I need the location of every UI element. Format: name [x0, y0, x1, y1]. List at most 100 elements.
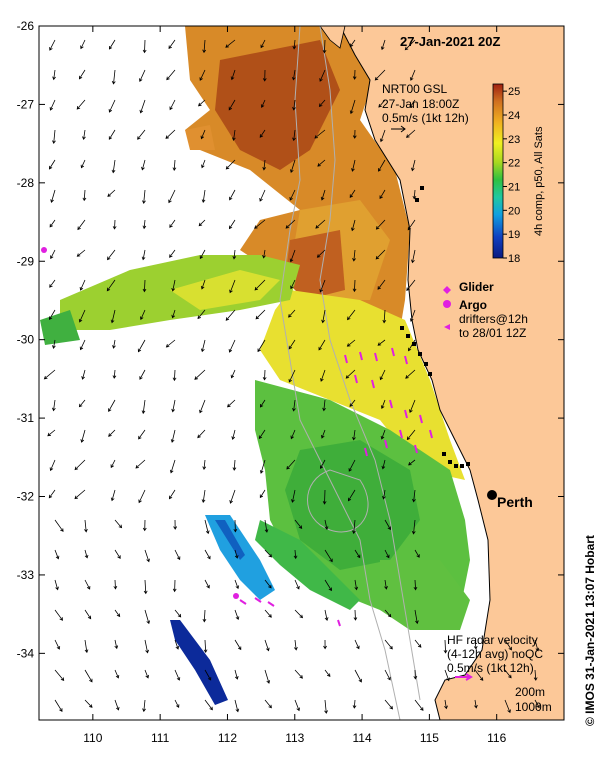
velocity-arrow-icon [406, 429, 416, 441]
velocity-arrow-icon [203, 639, 208, 653]
velocity-arrow-icon [142, 279, 147, 293]
colorbar-tick-label: 19 [508, 229, 520, 241]
gsl-legend-line3: 0.5m/s (1kt 12h) [382, 111, 469, 125]
velocity-arrow-icon [141, 159, 146, 171]
velocity-arrow-icon [232, 129, 236, 141]
velocity-arrow-icon [324, 549, 333, 563]
velocity-arrow-icon [289, 249, 296, 263]
velocity-arrow-icon [139, 369, 146, 380]
velocity-arrow-icon [288, 309, 296, 318]
velocity-arrow-icon [171, 309, 176, 319]
velocity-arrow-icon [228, 339, 236, 353]
velocity-arrow-icon [375, 249, 386, 260]
velocity-arrow-icon [144, 549, 150, 563]
velocity-arrow-icon [349, 189, 356, 198]
velocity-arrow-icon [114, 549, 121, 559]
velocity-arrow-icon [106, 279, 116, 292]
velocity-arrow-icon [258, 429, 266, 440]
velocity-arrow-icon [137, 339, 146, 353]
velocity-arrow-icon [76, 99, 86, 110]
velocity-arrow-icon [142, 519, 147, 532]
velocity-arrow-icon [81, 369, 86, 380]
velocity-arrow-icon [384, 579, 388, 590]
velocity-arrow-icon [197, 309, 206, 320]
lon-tick-label: 110 [83, 731, 102, 745]
velocity-arrow-icon [352, 69, 357, 80]
velocity-arrow-icon [349, 399, 356, 408]
velocity-arrow-icon [374, 69, 386, 81]
velocity-arrow-icon [254, 279, 266, 291]
velocity-arrow-icon [409, 69, 416, 81]
velocity-arrow-icon [379, 189, 386, 200]
velocity-arrow-icon [202, 459, 207, 470]
velocity-arrow-icon [412, 489, 416, 503]
velocity-arrow-icon [322, 399, 326, 412]
velocity-arrow-icon [54, 669, 65, 681]
velocity-arrow-icon [202, 39, 207, 54]
velocity-arrow-icon [135, 459, 146, 469]
velocity-arrow-icon [82, 129, 86, 140]
velocity-arrow-icon [324, 519, 329, 531]
velocity-arrow-icon [292, 129, 296, 142]
velocity-arrow-icon [78, 69, 86, 80]
velocity-arrow-icon [375, 219, 386, 230]
velocity-arrow-icon [444, 699, 448, 710]
velocity-arrow-icon [259, 129, 266, 138]
velocity-arrow-icon [285, 219, 296, 229]
velocity-arrow-icon [172, 159, 177, 171]
velocity-arrow-icon [406, 279, 416, 292]
velocity-arrow-icon [233, 519, 238, 533]
gsl-legend: NRT00 GSL 27-Jan 18:00Z 0.5m/s (1kt 12h) [382, 82, 469, 133]
lat-tick-label: -26 [17, 19, 35, 33]
hf-radar-legend: HF radar velocity (4-12h avg) noQC 0.5m/… [447, 633, 543, 681]
velocity-arrow-icon [174, 639, 180, 650]
map-content [40, 26, 564, 720]
velocity-arrow-icon [230, 369, 236, 379]
drifter-legend-icon [444, 324, 450, 330]
velocity-arrow-icon [504, 639, 512, 651]
velocity-arrow-icon [52, 339, 56, 349]
velocity-arrow-icon [143, 579, 148, 595]
velocity-arrow-icon [411, 159, 416, 172]
velocity-arrow-icon [112, 339, 116, 349]
velocity-arrow-icon [406, 129, 416, 138]
velocity-arrow-icon [80, 39, 86, 50]
velocity-arrow-icon [140, 309, 146, 321]
velocity-arrow-icon [409, 399, 416, 414]
velocity-arrow-icon [171, 399, 176, 413]
velocity-arrow-icon [225, 39, 236, 48]
velocity-arrow-icon [289, 189, 296, 201]
velocity-arrow-icon [229, 489, 236, 504]
velocity-arrow-icon [413, 579, 418, 591]
longitude-axis: 110 111 112 113 114 115 116 [83, 26, 507, 745]
velocity-arrow-icon [54, 639, 61, 650]
velocity-arrow-icon [264, 669, 271, 684]
drifters-legend-line2: to 28/01 12Z [459, 326, 526, 340]
velocity-arrow-icon [197, 429, 206, 439]
velocity-arrow-icon [322, 39, 327, 54]
isobath-legend: 200m 1000m [515, 685, 552, 714]
velocity-arrow-icon [290, 159, 296, 174]
velocity-arrow-icon [320, 369, 326, 382]
velocity-arrow-icon [293, 549, 298, 560]
velocity-arrow-icon [139, 69, 146, 83]
gsl-legend-line1: NRT00 GSL [382, 82, 447, 96]
velocity-arrow-icon [317, 159, 326, 167]
lon-tick-label: 114 [353, 731, 372, 745]
velocity-arrow-icon [171, 279, 176, 292]
isobath-200m: 200m [515, 685, 545, 699]
velocity-arrow-icon [379, 129, 386, 143]
velocity-arrow-icon [52, 399, 56, 412]
velocity-arrow-icon [201, 489, 206, 503]
isobath-1000m: 1000m [515, 700, 552, 714]
velocity-arrow-icon [259, 459, 266, 474]
velocity-arrow-icon [107, 189, 116, 197]
velocity-arrow-icon [110, 459, 116, 469]
velocity-arrow-icon [352, 519, 356, 535]
velocity-arrow-icon [291, 489, 296, 503]
velocity-arrow-icon [79, 279, 86, 291]
velocity-arrow-icon [108, 429, 116, 437]
velocity-arrow-icon [474, 699, 478, 709]
velocity-arrow-icon [107, 249, 116, 261]
velocity-arrow-icon [108, 129, 116, 140]
